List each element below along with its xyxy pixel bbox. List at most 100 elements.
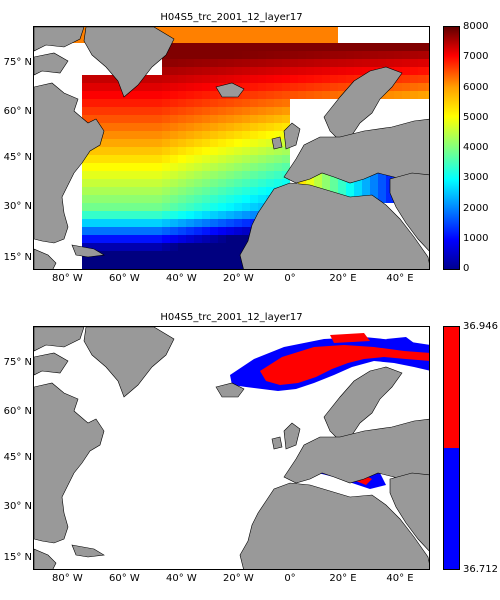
field-cell <box>242 147 250 155</box>
field-cell <box>218 59 226 67</box>
panel2-title: H04S5_trc_2001_12_layer17 <box>160 312 303 323</box>
field-cell <box>98 107 106 115</box>
field-cell <box>402 91 410 99</box>
field-cell <box>170 235 178 243</box>
field-cell <box>202 203 210 211</box>
field-cell <box>82 267 90 269</box>
field-cell <box>370 187 378 195</box>
field-cell <box>98 195 106 203</box>
field-cell <box>330 179 338 187</box>
field-cell <box>114 219 122 227</box>
field-cell <box>138 83 146 91</box>
field-cell <box>130 99 138 107</box>
field-cell <box>194 35 202 43</box>
field-cell <box>122 139 130 147</box>
field-cell <box>266 171 274 179</box>
field-cell <box>170 107 178 115</box>
field-cell <box>186 43 194 51</box>
field-cell <box>282 115 290 123</box>
field-cell <box>162 243 170 251</box>
field-cell <box>162 259 170 267</box>
field-cell <box>130 139 138 147</box>
field-cell <box>242 195 250 203</box>
field-cell <box>90 155 98 163</box>
field-cell <box>146 147 154 155</box>
field-cell <box>162 91 170 99</box>
field-cell <box>82 203 90 211</box>
field-cell <box>186 155 194 163</box>
field-cell <box>418 51 426 59</box>
field-cell <box>250 187 258 195</box>
field-cell <box>266 123 274 131</box>
field-cell <box>90 171 98 179</box>
field-cell <box>146 163 154 171</box>
field-cell <box>290 43 298 51</box>
field-cell <box>178 179 186 187</box>
field-cell <box>274 59 282 67</box>
field-cell <box>138 155 146 163</box>
field-cell <box>234 163 242 171</box>
field-cell <box>114 227 122 235</box>
field-cell <box>170 51 178 59</box>
field-cell <box>122 155 130 163</box>
field-cell <box>122 251 130 259</box>
panel2-map[interactable] <box>33 326 430 570</box>
field-cell <box>346 67 354 75</box>
field-cell <box>234 107 242 115</box>
field-cell <box>106 115 114 123</box>
latitude-tick-label: 45° N <box>3 152 32 163</box>
field-cell <box>242 171 250 179</box>
field-cell <box>234 59 242 67</box>
panel2-colorbar-max-label: 36.946 <box>463 321 498 332</box>
field-cell <box>186 131 194 139</box>
field-cell <box>250 107 258 115</box>
field-cell <box>226 35 234 43</box>
field-cell <box>354 67 362 75</box>
field-cell <box>338 75 346 83</box>
field-cell <box>170 27 178 35</box>
field-cell <box>154 235 162 243</box>
field-cell <box>186 195 194 203</box>
field-cell <box>130 187 138 195</box>
field-cell <box>274 179 282 187</box>
field-cell <box>234 131 242 139</box>
field-cell <box>162 107 170 115</box>
field-cell <box>282 51 290 59</box>
field-cell <box>266 91 274 99</box>
field-cell <box>226 123 234 131</box>
field-cell <box>178 171 186 179</box>
field-cell <box>266 27 274 35</box>
field-cell <box>266 99 274 107</box>
field-cell <box>82 179 90 187</box>
panel2-land <box>34 327 429 569</box>
field-cell <box>114 155 122 163</box>
field-cell <box>98 243 106 251</box>
field-cell <box>226 267 234 269</box>
field-cell <box>234 227 242 235</box>
field-cell <box>194 67 202 75</box>
longitude-tick-label: 80° W <box>52 273 83 284</box>
field-cell <box>218 203 226 211</box>
field-cell <box>298 83 306 91</box>
field-cell <box>170 155 178 163</box>
field-cell <box>242 35 250 43</box>
field-cell <box>146 91 154 99</box>
field-cell <box>234 211 242 219</box>
field-cell <box>178 267 186 269</box>
field-cell <box>186 211 194 219</box>
field-cell <box>170 227 178 235</box>
field-cell <box>162 251 170 259</box>
field-cell <box>186 107 194 115</box>
field-cell <box>258 115 266 123</box>
field-cell <box>282 147 290 155</box>
field-cell <box>138 131 146 139</box>
field-cell <box>298 75 306 83</box>
field-cell <box>274 99 282 107</box>
field-cell <box>266 59 274 67</box>
panel1-map[interactable] <box>33 26 430 270</box>
field-cell <box>298 43 306 51</box>
field-cell <box>90 195 98 203</box>
field-cell <box>210 115 218 123</box>
field-cell <box>394 43 402 51</box>
field-cell <box>162 131 170 139</box>
